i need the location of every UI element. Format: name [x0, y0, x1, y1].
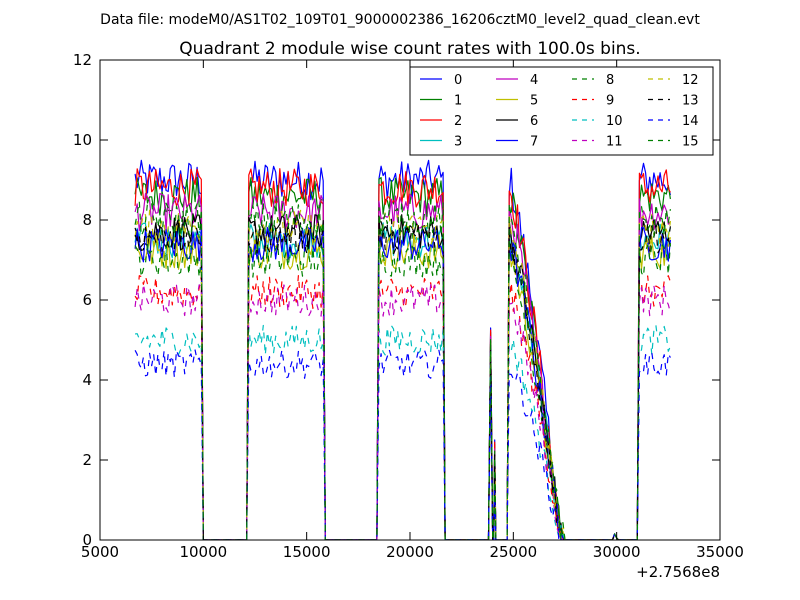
axes-layer: 5000 10000 15000 20000 25000 30000 35000 0 2 4 6 8 1… [73, 51, 744, 561]
series-line-13 [134, 217, 671, 540]
y-tick-label: 12 [73, 51, 92, 69]
legend-label-0: 0 [454, 73, 462, 88]
legend-label-8: 8 [606, 73, 614, 88]
y-tick-label: 8 [82, 211, 92, 229]
series-line-7 [134, 226, 671, 540]
x-offset-label: +2.7568e8 [636, 563, 720, 581]
series-line-4 [134, 192, 671, 540]
legend-label-15: 15 [682, 135, 699, 150]
x-tick-label: 25000 [489, 543, 537, 561]
legend-label-11: 11 [606, 135, 623, 150]
legend-label-4: 4 [530, 73, 538, 88]
series-line-3 [134, 222, 671, 540]
legend-label-3: 3 [454, 135, 462, 150]
y-tick-label: 2 [82, 451, 92, 469]
y-tick-label: 6 [82, 291, 92, 309]
legend-label-7: 7 [530, 135, 538, 150]
chart-title: Quadrant 2 module wise count rates with … [179, 39, 640, 59]
x-tick-label: 20000 [386, 543, 434, 561]
legend-label-14: 14 [682, 114, 699, 129]
x-tick-label: 5000 [81, 543, 119, 561]
series-line-6 [134, 213, 671, 540]
x-tick-label: 35000 [696, 543, 744, 561]
series-line-5 [135, 234, 671, 540]
y-tick-label: 4 [82, 371, 92, 389]
figure-suptitle: Data file: modeM0/AS1T02_109T01_90000023… [100, 12, 700, 28]
series-line-14 [134, 349, 671, 540]
series-line-8 [134, 243, 671, 540]
legend-label-10: 10 [606, 114, 623, 129]
y-tick-label: 10 [73, 131, 92, 149]
series-line-10 [135, 324, 671, 540]
legend-label-13: 13 [682, 94, 699, 109]
series-layer [134, 159, 671, 540]
series-line-0 [134, 159, 671, 540]
series-line-11 [134, 283, 671, 540]
legend-label-1: 1 [454, 94, 462, 109]
legend-label-6: 6 [530, 114, 538, 129]
series-line-12 [134, 209, 671, 540]
series-line-9 [134, 275, 671, 540]
legend-label-5: 5 [530, 94, 538, 109]
legend-label-12: 12 [682, 73, 699, 88]
legend-label-9: 9 [606, 94, 614, 109]
x-tick-label: 15000 [283, 543, 331, 561]
legend-label-2: 2 [454, 114, 462, 129]
y-tick-label: 0 [82, 531, 92, 549]
x-tick-label: 30000 [593, 543, 641, 561]
x-tick-label: 10000 [179, 543, 227, 561]
